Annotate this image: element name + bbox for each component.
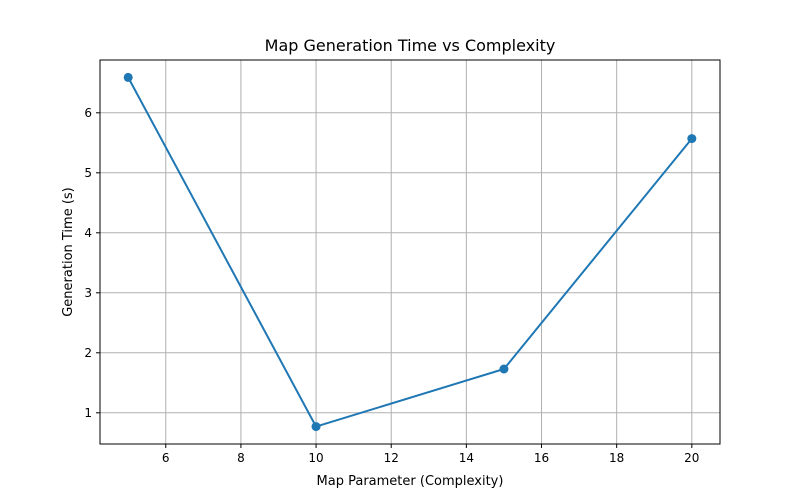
x-tick-label-5: 16 (534, 451, 549, 465)
y-tick-label-3: 4 (84, 226, 92, 240)
x-tick-label-6: 18 (609, 451, 624, 465)
plot-frame (99, 59, 721, 445)
data-point-0-0 (123, 72, 133, 82)
x-tick-label-0: 6 (162, 451, 170, 465)
data-point-0-3 (687, 134, 697, 144)
x-axis-ticks: 6 8 10 12 14 16 18 20 (162, 444, 699, 465)
y-tick-label-2: 3 (84, 286, 92, 300)
y-tick-label-5: 6 (84, 106, 92, 120)
x-tick-label-7: 20 (684, 451, 699, 465)
y-tick-label-4: 5 (84, 166, 92, 180)
y-axis-ticks: 1 2 3 4 5 6 (84, 106, 100, 420)
series-line-0 (127, 76, 693, 428)
x-axis-label: Map Parameter (Complexity) (317, 474, 504, 489)
chart-title: Map Generation Time vs Complexity (265, 36, 556, 55)
data-point-0-2 (499, 364, 509, 374)
grid (100, 60, 720, 444)
series-layer (123, 72, 697, 432)
y-tick-label-0: 1 (84, 406, 92, 420)
x-tick-label-4: 14 (459, 451, 474, 465)
x-tick-label-1: 8 (237, 451, 245, 465)
x-tick-label-3: 12 (384, 451, 399, 465)
data-point-0-1 (311, 422, 321, 432)
y-tick-label-1: 2 (84, 346, 92, 360)
y-axis-label: Generation Time (s) (61, 187, 76, 317)
x-tick-label-2: 10 (308, 451, 323, 465)
